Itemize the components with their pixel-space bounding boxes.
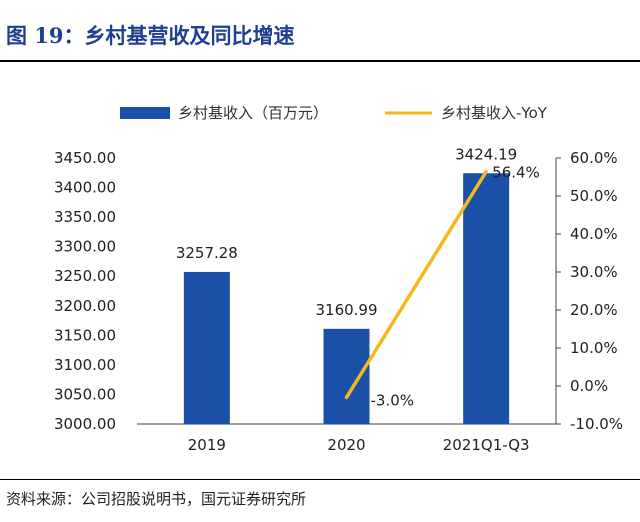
legend: 乡村基收入（百万元） 乡村基收入-YoY <box>120 104 548 122</box>
bar <box>183 271 230 424</box>
left-tick-label: 3100.00 <box>54 356 116 374</box>
legend-swatch-bar <box>120 107 170 119</box>
left-tick-label: 3250.00 <box>54 267 116 285</box>
source-note: 资料来源：公司招股说明书，国元证券研究所 <box>6 490 307 508</box>
right-tick-label: 10.0% <box>570 339 618 357</box>
right-tick-label: 60.0% <box>570 149 618 167</box>
chart: 乡村基收入（百万元） 乡村基收入-YoY 3000.00 3050.00 3100.0… <box>54 104 623 454</box>
right-tick-label: 20.0% <box>570 301 618 319</box>
left-tick-label: 3150.00 <box>54 326 116 344</box>
left-tick-label: 3450.00 <box>54 149 116 167</box>
line-series <box>344 169 488 400</box>
source-divider <box>0 479 640 480</box>
left-tick-label: 3300.00 <box>54 238 116 256</box>
left-tick-label: 3400.00 <box>54 179 116 197</box>
right-y-axis: -10.0% 0.0% 10.0% 20.0% 30.0% 40.0% 50.0% 60.0% <box>555 149 623 433</box>
x-tick-label: 2020 <box>327 436 365 454</box>
data-labels: 3257.28 3160.99 3424.19 -3.0% 56.4% <box>176 145 540 409</box>
bar-value-label: 3257.28 <box>176 244 238 262</box>
bar-series <box>183 173 510 424</box>
x-tick-label: 2019 <box>188 436 226 454</box>
right-tick-label: 30.0% <box>570 263 618 281</box>
right-tick-label: 40.0% <box>570 225 618 243</box>
x-axis: 2019 2020 2021Q1-Q3 <box>137 423 556 454</box>
left-tick-label: 3000.00 <box>54 415 116 433</box>
figure-title: 图 19：乡村基营收及同比增速 <box>6 23 295 48</box>
left-tick-label: 3200.00 <box>54 297 116 315</box>
left-tick-label: 3350.00 <box>54 208 116 226</box>
right-tick-label: 0.0% <box>570 377 608 395</box>
bar <box>323 328 370 424</box>
legend-label-line: 乡村基收入-YoY <box>441 104 548 122</box>
left-tick-label: 3050.00 <box>54 385 116 403</box>
bar <box>463 173 510 424</box>
title-divider <box>0 60 640 62</box>
x-tick-label: 2021Q1-Q3 <box>443 436 530 454</box>
legend-label-bar: 乡村基收入（百万元） <box>178 104 328 122</box>
left-y-axis: 3000.00 3050.00 3100.00 3150.00 3200.00 3250.… <box>54 149 116 433</box>
line-value-label: -3.0% <box>371 391 415 409</box>
bar-value-label: 3424.19 <box>455 145 517 163</box>
right-tick-label: -10.0% <box>570 415 623 433</box>
yoy-line <box>344 169 488 400</box>
line-value-label: 56.4% <box>492 164 540 182</box>
right-tick-label: 50.0% <box>570 187 618 205</box>
bar-value-label: 3160.99 <box>315 301 377 319</box>
